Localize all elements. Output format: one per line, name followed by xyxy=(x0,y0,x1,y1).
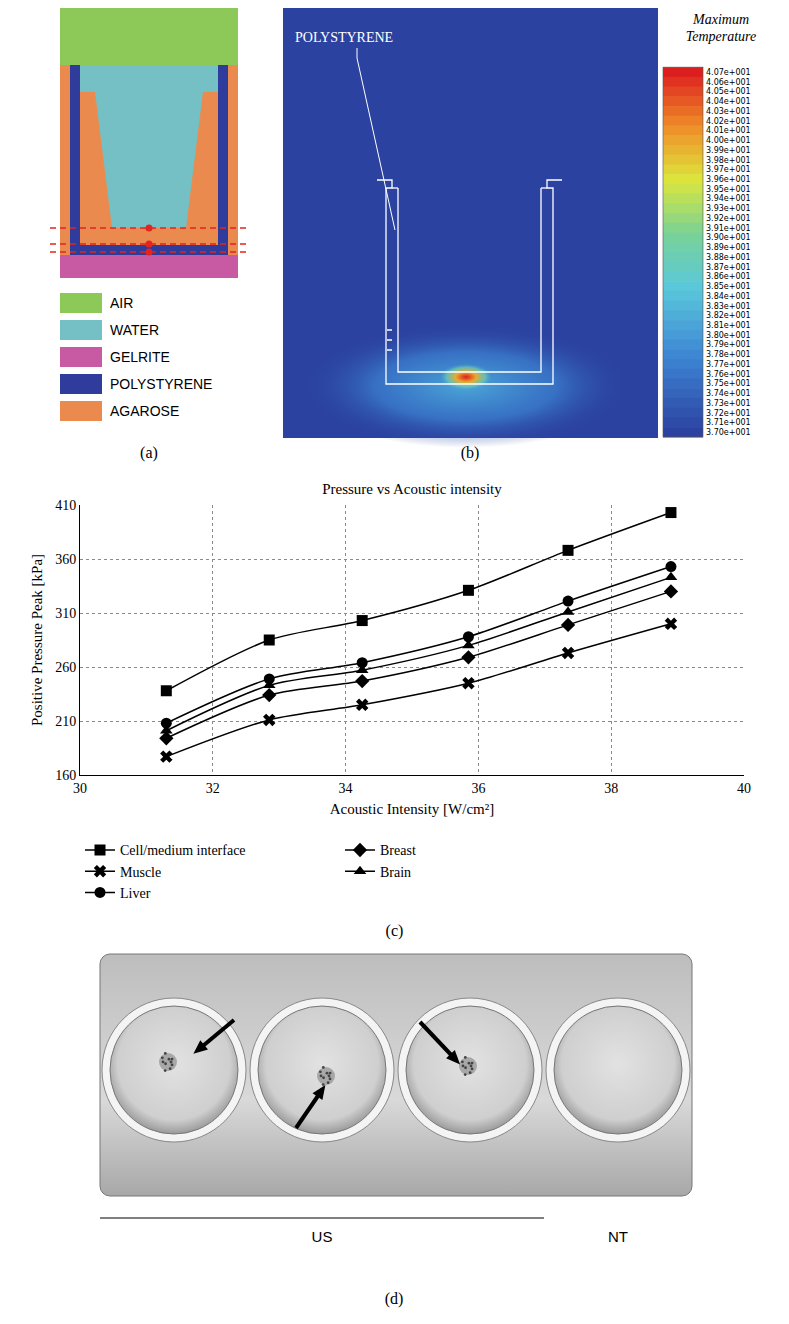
svg-text:260: 260 xyxy=(55,660,76,675)
svg-text:3.98e+001: 3.98e+001 xyxy=(706,156,751,165)
svg-text:4.03e+001: 4.03e+001 xyxy=(706,107,751,116)
svg-text:3.82e+001: 3.82e+001 xyxy=(706,311,751,320)
svg-text:3.75e+001: 3.75e+001 xyxy=(706,379,751,388)
svg-text:34: 34 xyxy=(339,781,353,796)
svg-text:4.02e+001: 4.02e+001 xyxy=(706,117,751,126)
svg-text:GELRITE: GELRITE xyxy=(110,349,170,365)
svg-text:3.73e+001: 3.73e+001 xyxy=(706,399,751,408)
svg-text:4.07e+001: 4.07e+001 xyxy=(706,68,751,77)
svg-text:3.86e+001: 3.86e+001 xyxy=(706,272,751,281)
svg-text:160: 160 xyxy=(55,768,76,783)
svg-text:AGAROSE: AGAROSE xyxy=(110,403,179,419)
svg-text:3.74e+001: 3.74e+001 xyxy=(706,389,751,398)
svg-text:Maximum: Maximum xyxy=(692,12,749,27)
svg-text:3.81e+001: 3.81e+001 xyxy=(706,321,751,330)
svg-text:US: US xyxy=(312,1228,333,1245)
svg-text:3.83e+001: 3.83e+001 xyxy=(706,302,751,311)
svg-text:(b): (b) xyxy=(461,444,480,462)
svg-text:310: 310 xyxy=(55,606,76,621)
svg-text:360: 360 xyxy=(55,552,76,567)
svg-text:3.77e+001: 3.77e+001 xyxy=(706,360,751,369)
svg-text:AIR: AIR xyxy=(110,295,133,311)
svg-text:4.01e+001: 4.01e+001 xyxy=(706,126,751,135)
svg-text:Liver: Liver xyxy=(120,886,151,901)
svg-text:3.88e+001: 3.88e+001 xyxy=(706,253,751,262)
svg-text:3.80e+001: 3.80e+001 xyxy=(706,331,751,340)
svg-text:3.84e+001: 3.84e+001 xyxy=(706,292,751,301)
svg-text:Muscle: Muscle xyxy=(120,865,161,880)
html-text:(c): (c) xyxy=(385,922,404,939)
svg-text:4.05e+001: 4.05e+001 xyxy=(706,87,751,96)
svg-text:3.97e+001: 3.97e+001 xyxy=(706,165,751,174)
svg-text:32: 32 xyxy=(206,781,220,796)
svg-text:3.79e+001: 3.79e+001 xyxy=(706,340,751,349)
svg-text:210: 210 xyxy=(55,714,76,729)
svg-text:Breast: Breast xyxy=(380,843,416,858)
svg-text:3.76e+001: 3.76e+001 xyxy=(706,370,751,379)
svg-text:3.78e+001: 3.78e+001 xyxy=(706,350,751,359)
svg-text:3.99e+001: 3.99e+001 xyxy=(706,146,751,155)
svg-text:3.85e+001: 3.85e+001 xyxy=(706,282,751,291)
svg-text:4.04e+001: 4.04e+001 xyxy=(706,97,751,106)
svg-text:3.96e+001: 3.96e+001 xyxy=(706,175,751,184)
svg-text:Brain: Brain xyxy=(380,865,411,880)
svg-text:3.91e+001: 3.91e+001 xyxy=(706,224,751,233)
svg-text:(d): (d) xyxy=(385,1290,404,1308)
svg-text:POLYSTYRENE: POLYSTYRENE xyxy=(110,376,212,392)
svg-text:38: 38 xyxy=(604,781,618,796)
svg-text:Pressure vs Acoustic intensity: Pressure vs Acoustic intensity xyxy=(322,481,502,497)
svg-text:POLYSTYRENE: POLYSTYRENE xyxy=(295,30,393,45)
svg-text:410: 410 xyxy=(55,498,76,513)
svg-text:3.89e+001: 3.89e+001 xyxy=(706,243,751,252)
svg-text:4.06e+001: 4.06e+001 xyxy=(706,78,751,87)
svg-text:NT: NT xyxy=(608,1228,628,1245)
svg-text:Positive Pressure Peak [kPa]: Positive Pressure Peak [kPa] xyxy=(29,554,45,726)
svg-text:36: 36 xyxy=(471,781,485,796)
svg-text:3.70e+001: 3.70e+001 xyxy=(706,428,751,437)
svg-text:30: 30 xyxy=(73,781,87,796)
svg-text:WATER: WATER xyxy=(110,322,159,338)
svg-text:Temperature: Temperature xyxy=(686,29,757,44)
svg-text:Acoustic Intensity [W/cm²]: Acoustic Intensity [W/cm²] xyxy=(330,801,494,817)
svg-text:3.92e+001: 3.92e+001 xyxy=(706,214,751,223)
svg-text:3.94e+001: 3.94e+001 xyxy=(706,194,751,203)
svg-text:3.71e+001: 3.71e+001 xyxy=(706,418,751,427)
svg-text:3.95e+001: 3.95e+001 xyxy=(706,185,751,194)
svg-text:3.72e+001: 3.72e+001 xyxy=(706,409,751,418)
svg-text:Cell/medium interface: Cell/medium interface xyxy=(120,843,246,858)
svg-text:4.00e+001: 4.00e+001 xyxy=(706,136,751,145)
svg-text:3.90e+001: 3.90e+001 xyxy=(706,233,751,242)
svg-text:3.87e+001: 3.87e+001 xyxy=(706,263,751,272)
svg-text:40: 40 xyxy=(737,781,751,796)
svg-text:(a): (a) xyxy=(140,444,158,462)
svg-text:3.93e+001: 3.93e+001 xyxy=(706,204,751,213)
